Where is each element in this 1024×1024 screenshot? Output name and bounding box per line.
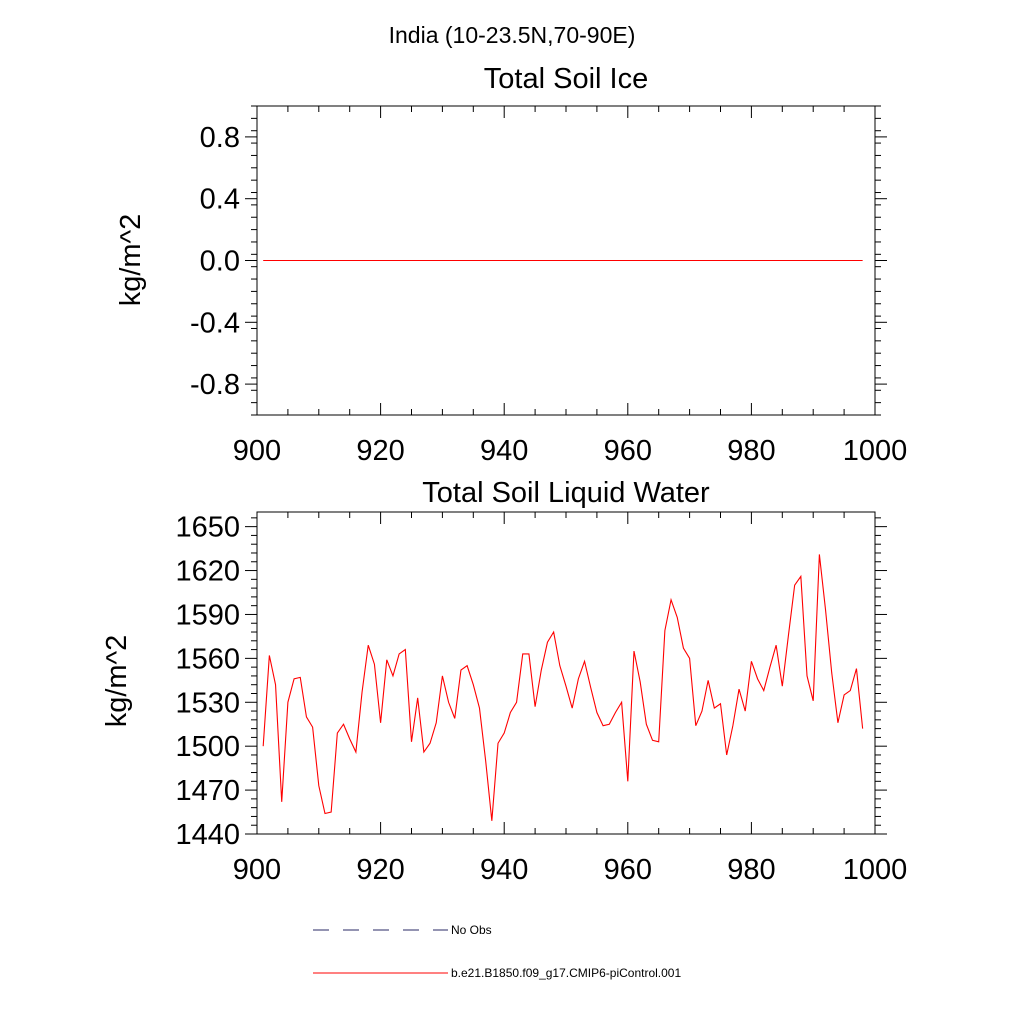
x-tick-label: 940 bbox=[480, 435, 528, 467]
y-axis-label: kg/m^2 bbox=[101, 635, 133, 728]
y-tick-label: 0.8 bbox=[200, 122, 240, 154]
legend-label-model: b.e21.B1850.f09_g17.CMIP6-piControl.001 bbox=[451, 966, 681, 980]
plot-area bbox=[262, 554, 864, 821]
legend: No Obs b.e21.B1850.f09_g17.CMIP6-piContr… bbox=[313, 923, 681, 980]
panel-total-soil-liquid-water: Total Soil Liquid Water kg/m^2 900 920 940… bbox=[101, 477, 907, 886]
x-tick-label: 980 bbox=[727, 435, 775, 467]
x-tick-label: 900 bbox=[233, 435, 281, 467]
panel-total-soil-ice: Total Soil Ice kg/m^2 900 920 940 960 980 100… bbox=[115, 63, 907, 467]
x-tick-label: 920 bbox=[356, 854, 404, 886]
y-tick-label: 1470 bbox=[175, 775, 240, 807]
y-axis-label: kg/m^2 bbox=[115, 214, 147, 307]
panel-title: Total Soil Ice bbox=[484, 63, 648, 95]
y-tick-label: -0.4 bbox=[190, 307, 240, 339]
legend-label-no-obs: No Obs bbox=[451, 923, 492, 937]
y-tick-label: 0.4 bbox=[200, 184, 240, 216]
axes: 900 920 940 960 980 1000 -0.8 -0.4 0.0 0.4 0.8 bbox=[190, 105, 908, 467]
x-tick-label: 1000 bbox=[843, 435, 908, 467]
x-tick-label: 1000 bbox=[843, 854, 908, 886]
y-tick-label: 1500 bbox=[175, 731, 240, 763]
y-tick-label: 1440 bbox=[175, 819, 240, 851]
plot-frame bbox=[256, 511, 876, 835]
y-tick-label: 1650 bbox=[175, 512, 240, 544]
y-tick-label: 1530 bbox=[175, 687, 240, 719]
x-tick-label: 920 bbox=[356, 435, 404, 467]
series-line bbox=[262, 554, 864, 821]
x-tick-label: 960 bbox=[604, 435, 652, 467]
y-tick-label: 1590 bbox=[175, 599, 240, 631]
y-tick-label: -0.8 bbox=[190, 369, 240, 401]
x-tick-label: 980 bbox=[727, 854, 775, 886]
panel-title: Total Soil Liquid Water bbox=[422, 477, 710, 509]
y-tick-label: 0.0 bbox=[200, 246, 240, 278]
y-tick-label: 1560 bbox=[175, 643, 240, 675]
y-tick-label: 1620 bbox=[175, 556, 240, 588]
x-tick-label: 960 bbox=[604, 854, 652, 886]
figure-title: India (10-23.5N,70-90E) bbox=[389, 22, 636, 48]
x-tick-label: 940 bbox=[480, 854, 528, 886]
axes: 900 920 940 960 980 1000 1440 1470 1500 1530 1560 1… bbox=[175, 512, 907, 886]
x-tick-label: 900 bbox=[233, 854, 281, 886]
